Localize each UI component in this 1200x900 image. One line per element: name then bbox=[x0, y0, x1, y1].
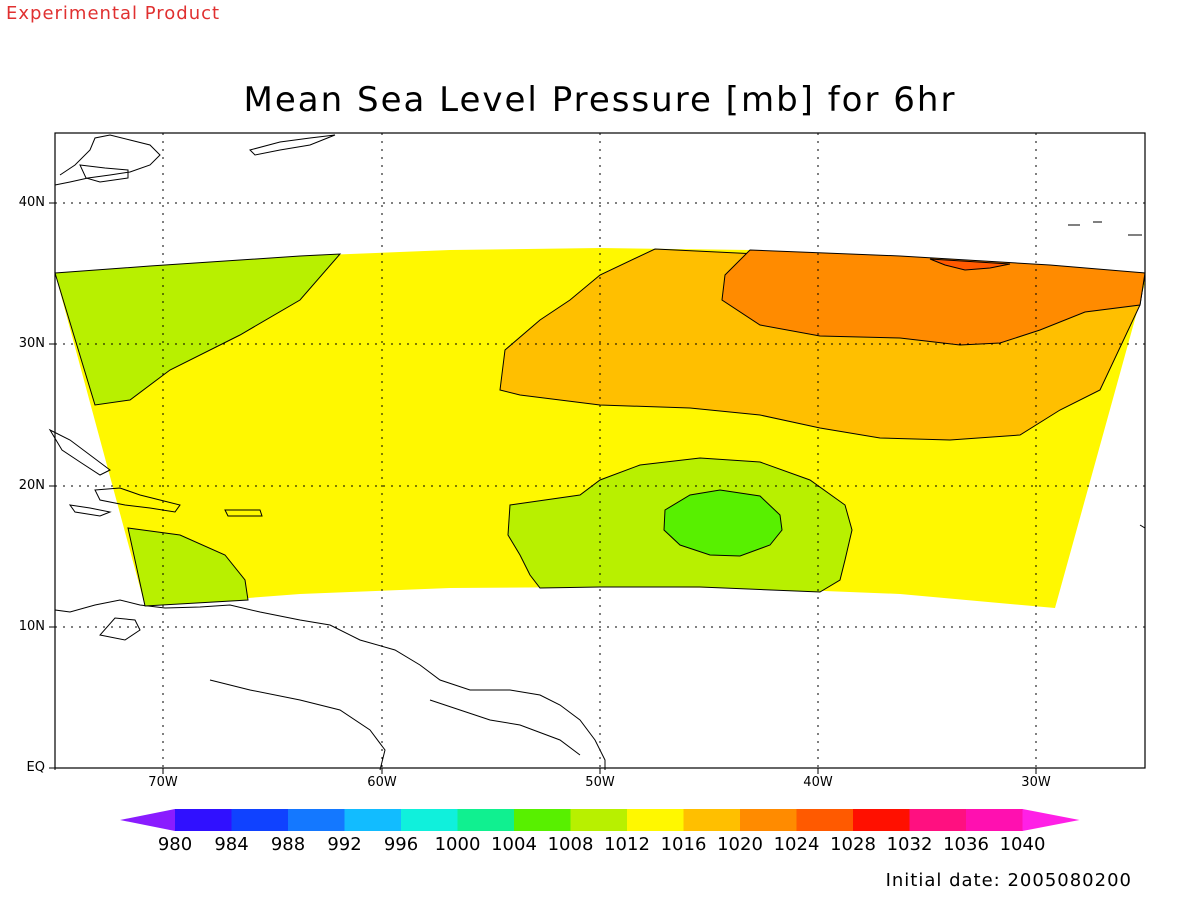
colorbar-swatch bbox=[401, 809, 458, 831]
colorbar-swatch bbox=[853, 809, 910, 831]
colorbar-tick-label: 1028 bbox=[830, 834, 876, 855]
colorbar-tick-label: 1016 bbox=[660, 834, 707, 855]
map-title: Mean Sea Level Pressure [mb] for 6hr bbox=[243, 80, 957, 120]
colorbar-tick-label: 1032 bbox=[886, 834, 933, 855]
colorbar-swatch bbox=[231, 809, 289, 831]
colorbar-tick-label: 980 bbox=[157, 834, 193, 855]
colorbar-swatch bbox=[344, 809, 402, 831]
initial-date: Initial date: 2005080200 bbox=[885, 870, 1132, 891]
colorbar-swatch bbox=[570, 809, 628, 831]
lat-label-10n: 10N bbox=[18, 619, 45, 634]
colorbar-tick-label: 1004 bbox=[491, 834, 537, 855]
colorbar-swatch bbox=[457, 809, 515, 831]
lon-label-60w: 60W bbox=[367, 775, 397, 790]
colorbar-arrow-right bbox=[1022, 809, 1080, 831]
colorbar-tick-label: 1008 bbox=[547, 834, 594, 855]
lat-label-30n: 30N bbox=[18, 336, 45, 351]
colorbar-tick-label: 1024 bbox=[773, 834, 820, 855]
colorbar-swatch bbox=[514, 809, 571, 831]
colorbar-swatch bbox=[740, 809, 797, 831]
colorbar-tick-label: 1012 bbox=[604, 834, 650, 855]
lat-label-eq: EQ bbox=[26, 760, 45, 775]
lon-label-40w: 40W bbox=[803, 775, 833, 790]
colorbar-tick-label: 1036 bbox=[943, 834, 989, 855]
colorbar-tick-label: 988 bbox=[270, 834, 306, 855]
colorbar-tick-label: 984 bbox=[214, 834, 249, 855]
colorbar-tick-label: 996 bbox=[383, 834, 419, 855]
colorbar-swatch bbox=[627, 809, 684, 831]
pressure-map bbox=[48, 132, 1146, 774]
lon-label-50w: 50W bbox=[585, 775, 615, 790]
colorbar-swatch bbox=[966, 809, 1023, 831]
lon-label-70w: 70W bbox=[148, 775, 178, 790]
graticule bbox=[55, 133, 1145, 768]
colorbar-tick-label: 1040 bbox=[999, 834, 1046, 855]
colorbar-arrow-left bbox=[120, 809, 175, 831]
lon-label-30w: 30W bbox=[1021, 775, 1051, 790]
lat-label-40n: 40N bbox=[18, 195, 45, 210]
colorbar-tick-label: 1020 bbox=[717, 834, 763, 855]
colorbar-tick-label: 1000 bbox=[434, 834, 481, 855]
colorbar-swatch bbox=[683, 809, 741, 831]
colorbar-swatch bbox=[175, 809, 232, 831]
colorbar-swatch bbox=[288, 809, 345, 831]
colorbar-swatch bbox=[796, 809, 854, 831]
colorbar-tick-label: 992 bbox=[327, 834, 362, 855]
experimental-product-label: Experimental Product bbox=[6, 3, 221, 24]
colorbar-swatch bbox=[909, 809, 967, 831]
lat-label-20n: 20N bbox=[18, 478, 45, 493]
coastlines bbox=[48, 134, 1146, 771]
axis-ticks bbox=[49, 202, 1037, 774]
